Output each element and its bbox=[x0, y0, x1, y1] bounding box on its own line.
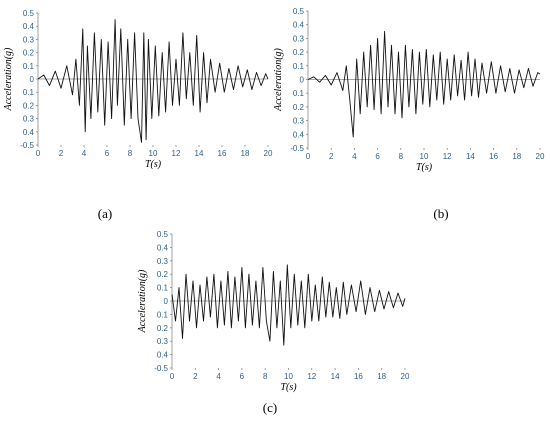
y-tick-label: 0.5 bbox=[293, 7, 305, 16]
chart-panel-b: 0.50.40.30.20.100.10.20.30.4-0.50 2 4 6 8 10 1… bbox=[273, 7, 545, 173]
x-tick-label: 20 bbox=[264, 149, 273, 158]
y-tick-label: 0.4 bbox=[23, 128, 35, 137]
x-axis-label: T(s) bbox=[416, 162, 433, 173]
y-tick-label: 0.2 bbox=[23, 49, 35, 58]
caption-a: (a) bbox=[98, 206, 112, 221]
series-a bbox=[37, 19, 269, 143]
x-axis-label: T(s) bbox=[145, 159, 162, 170]
y-tick-label: 0 bbox=[164, 297, 169, 306]
x-tick-label: 8 bbox=[399, 152, 404, 161]
x-tick-label: 6 bbox=[105, 149, 110, 158]
y-tick-label: 0.1 bbox=[293, 62, 305, 71]
chart-panel-a: 0.50.40.30.20.100.10.20.30.4-0.50 2 4 6 8 10 1… bbox=[3, 9, 273, 170]
x-tick-label: 16 bbox=[354, 372, 363, 381]
x-tick-label: 2 bbox=[193, 372, 198, 381]
x-tick-label: 2 bbox=[59, 149, 64, 158]
y-tick-label: 0 bbox=[300, 76, 305, 85]
x-tick-label: 10 bbox=[420, 152, 429, 161]
series-line bbox=[37, 19, 269, 143]
x-tick-label: 2 bbox=[329, 152, 334, 161]
x-tick-label: 18 bbox=[377, 372, 386, 381]
x-tick-label: 10 bbox=[149, 149, 158, 158]
x-tick-label: 14 bbox=[466, 152, 475, 161]
y-tick-label: 0.3 bbox=[293, 117, 305, 126]
x-tick-label: 6 bbox=[375, 152, 380, 161]
y-tick-label: 0 bbox=[30, 75, 35, 84]
caption-b: (b) bbox=[433, 206, 448, 221]
y-axis-label: Acceleration(g) bbox=[137, 269, 148, 333]
y-axis-label: Acceleration(g) bbox=[3, 47, 14, 111]
y-tick-label: 0.1 bbox=[23, 62, 35, 71]
x-tick-label: 16 bbox=[218, 149, 227, 158]
caption-c: (c) bbox=[263, 400, 277, 415]
x-axis-label: T(s) bbox=[280, 382, 297, 393]
y-tick-label: 0.3 bbox=[293, 34, 305, 43]
x-tick-label: 4 bbox=[216, 372, 221, 381]
y-tick-label: 0.1 bbox=[23, 88, 35, 97]
y-tick-label: 0.1 bbox=[157, 284, 169, 293]
y-tick-label: 0.3 bbox=[157, 337, 169, 346]
y-tick-label: 0.4 bbox=[157, 351, 169, 360]
y-tick-label: -0.5 bbox=[154, 364, 168, 373]
series-line bbox=[307, 31, 541, 138]
y-tick-label: 0.3 bbox=[157, 257, 169, 266]
y-tick-label: 0.4 bbox=[23, 22, 35, 31]
y-tick-label: 0.1 bbox=[157, 310, 169, 319]
y-tick-label: 0.5 bbox=[157, 230, 169, 239]
x-tick-label: 16 bbox=[489, 152, 498, 161]
series-c bbox=[171, 264, 406, 346]
x-tick-label: 12 bbox=[443, 152, 452, 161]
x-tick-label: 4 bbox=[352, 152, 357, 161]
x-tick-label: 20 bbox=[401, 372, 410, 381]
y-tick-label: 0.3 bbox=[23, 115, 35, 124]
x-tick-label: 8 bbox=[263, 372, 268, 381]
x-tick-label: 8 bbox=[128, 149, 133, 158]
y-tick-label: 0.4 bbox=[293, 130, 305, 139]
x-tick-label: 14 bbox=[195, 149, 204, 158]
x-tick-label: 12 bbox=[307, 372, 316, 381]
axes-c: 0.50.40.30.20.100.10.20.30.4-0.50 2 4 6 8 10 1… bbox=[137, 230, 410, 393]
y-axis-label: Acceleration(g) bbox=[273, 47, 284, 111]
chart-panel-c: 0.50.40.30.20.100.10.20.30.4-0.50 2 4 6 8 10 1… bbox=[137, 230, 410, 393]
y-tick-label: 0.4 bbox=[157, 243, 169, 252]
x-tick-label: 12 bbox=[172, 149, 181, 158]
x-tick-label: 0 bbox=[170, 372, 175, 381]
y-tick-label: 0.2 bbox=[157, 270, 169, 279]
x-tick-label: 4 bbox=[82, 149, 87, 158]
y-tick-label: -0.5 bbox=[290, 144, 304, 153]
x-tick-label: 0 bbox=[306, 152, 311, 161]
x-tick-label: 14 bbox=[331, 372, 340, 381]
series-line bbox=[171, 264, 406, 346]
x-tick-label: 18 bbox=[512, 152, 521, 161]
x-tick-label: 18 bbox=[241, 149, 250, 158]
x-tick-label: 10 bbox=[284, 372, 293, 381]
x-tick-label: 20 bbox=[536, 152, 545, 161]
y-tick-label: -0.5 bbox=[20, 141, 34, 150]
y-tick-label: 0.3 bbox=[23, 35, 35, 44]
axes-b: 0.50.40.30.20.100.10.20.30.4-0.50 2 4 6 8 10 1… bbox=[273, 7, 545, 173]
x-tick-label: 6 bbox=[240, 372, 245, 381]
y-tick-label: 0.4 bbox=[293, 21, 305, 30]
y-tick-label: 0.2 bbox=[293, 48, 305, 57]
axes-a: 0.50.40.30.20.100.10.20.30.4-0.50 2 4 6 8 10 1… bbox=[3, 9, 273, 170]
y-tick-label: 0.2 bbox=[293, 103, 305, 112]
series-b bbox=[307, 31, 541, 138]
y-tick-label: 0.2 bbox=[157, 324, 169, 333]
y-tick-label: 0.5 bbox=[23, 9, 35, 18]
y-tick-label: 0.1 bbox=[293, 89, 305, 98]
y-tick-label: 0.2 bbox=[23, 101, 35, 110]
x-tick-label: 0 bbox=[36, 149, 41, 158]
